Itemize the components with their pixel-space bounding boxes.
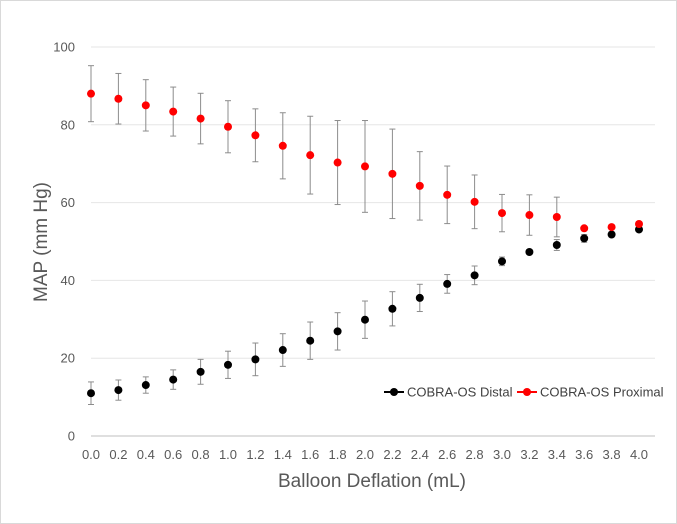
x-tick-label: 1.2 [246,447,264,462]
gridlines [91,46,655,437]
data-point-cobra-os-proximal [607,223,616,232]
y-tick-label: 80 [61,117,75,132]
data-point-cobra-os-proximal [278,141,287,150]
y-tick-label: 0 [68,429,75,444]
data-point-cobra-os-distal [525,248,534,257]
data-point-cobra-os-proximal [306,151,315,160]
x-axis-title: Balloon Deflation (mL) [278,471,466,492]
data-point-cobra-os-proximal [498,209,506,218]
x-tick-label: 1.0 [219,447,237,462]
data-point-cobra-os-distal [498,257,506,266]
x-tick-label: 0.2 [109,447,127,462]
data-point-cobra-os-distal [361,315,369,324]
data-point-cobra-os-proximal [141,101,150,110]
data-point-cobra-os-proximal [224,122,232,131]
data-point-cobra-os-proximal [87,89,95,98]
x-tick-label: 1.6 [301,447,319,462]
data-point-cobra-os-proximal [525,211,534,220]
x-tick-label: 3.0 [493,447,511,462]
data-point-cobra-os-distal [333,327,342,336]
x-tick-label: 1.8 [329,447,347,462]
data-point-cobra-os-distal [552,241,561,250]
x-tick-label: 2.6 [438,447,456,462]
x-tick-label: 2.0 [356,447,374,462]
data-point-cobra-os-proximal [635,219,643,228]
data-point-cobra-os-distal [388,304,397,313]
legend-label-cobra-os-distal: COBRA-OS Distal [407,385,513,400]
error-bars [88,65,588,405]
data-point-cobra-os-distal [196,367,205,376]
x-tick-label: 2.8 [466,447,484,462]
legend-marker-cobra-os-distal [390,388,398,396]
legend-marker-cobra-os-proximal [523,388,531,396]
x-tick-label: 3.4 [548,447,566,462]
x-tick-label: 3.8 [603,447,621,462]
x-tick-label: 2.4 [411,447,429,462]
x-tick-label: 3.2 [520,447,538,462]
x-tick-label: 1.4 [274,447,292,462]
data-point-cobra-os-distal [607,230,616,239]
data-point-cobra-os-distal [415,293,424,302]
data-point-cobra-os-distal [87,389,95,398]
legend: COBRA-OS Distal COBRA-OS Proximal [384,385,664,400]
data-point-cobra-os-distal [141,381,150,390]
data-point-cobra-os-proximal [470,197,479,206]
data-point-cobra-os-distal [114,386,123,395]
data-point-cobra-os-proximal [443,190,452,199]
data-point-cobra-os-proximal [415,181,424,190]
data-point-cobra-os-proximal [251,131,260,140]
x-tick-label: 0.0 [82,447,100,462]
y-axis-tick-labels: 0 20 40 60 80 100 [53,40,75,444]
data-point-cobra-os-proximal [196,114,205,123]
y-axis-title: MAP (mm Hg) [31,182,52,302]
x-tick-label: 0.6 [164,447,182,462]
data-point-cobra-os-distal [580,234,589,243]
data-point-cobra-os-distal [470,271,479,280]
data-point-cobra-os-distal [169,375,178,384]
y-tick-label: 40 [61,273,75,288]
data-point-cobra-os-proximal [333,158,342,167]
x-tick-label: 4.0 [630,447,648,462]
data-point-cobra-os-distal [306,336,315,345]
legend-label-cobra-os-proximal: COBRA-OS Proximal [540,385,664,400]
y-tick-label: 60 [61,195,75,210]
x-axis-tick-labels: 0.0 0.2 0.4 0.6 0.8 1.0 1.2 1.4 1.6 1.8 2.0 2.2 2.4 2… [82,447,648,462]
x-tick-label: 0.4 [137,447,155,462]
data-point-cobra-os-proximal [361,162,369,171]
data-point-cobra-os-distal [278,346,287,355]
data-point-cobra-os-proximal [388,169,397,178]
x-tick-label: 0.8 [192,447,210,462]
data-point-cobra-os-proximal [552,212,561,221]
data-point-cobra-os-distal [251,355,260,364]
data-points [87,89,643,398]
x-tick-label: 3.6 [575,447,593,462]
data-point-cobra-os-distal [443,279,452,288]
data-point-cobra-os-proximal [580,224,589,233]
data-point-cobra-os-proximal [169,107,178,116]
y-tick-label: 20 [61,351,75,366]
x-tick-label: 2.2 [383,447,401,462]
data-point-cobra-os-distal [224,360,232,369]
data-point-cobra-os-proximal [114,94,123,103]
y-tick-label: 100 [53,40,75,55]
